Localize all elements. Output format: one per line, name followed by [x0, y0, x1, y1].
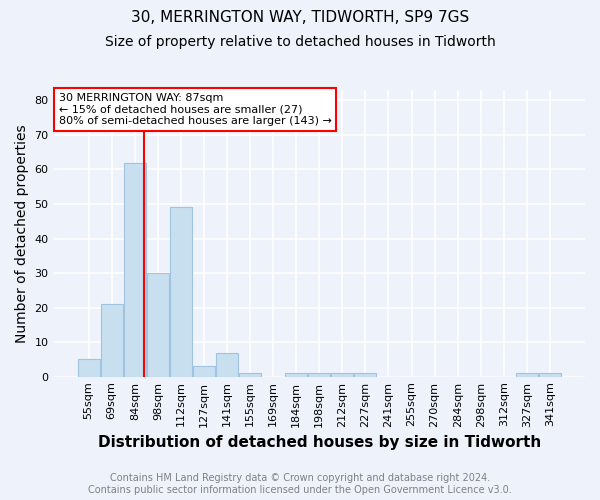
Bar — [77, 360, 100, 376]
Bar — [355, 373, 376, 376]
Bar — [308, 373, 330, 376]
Text: 30 MERRINGTON WAY: 87sqm
← 15% of detached houses are smaller (27)
80% of semi-d: 30 MERRINGTON WAY: 87sqm ← 15% of detach… — [59, 93, 332, 126]
Text: Size of property relative to detached houses in Tidworth: Size of property relative to detached ho… — [104, 35, 496, 49]
Bar — [193, 366, 215, 376]
Bar — [124, 162, 146, 376]
Bar — [170, 208, 192, 376]
Text: Contains HM Land Registry data © Crown copyright and database right 2024.
Contai: Contains HM Land Registry data © Crown c… — [88, 474, 512, 495]
X-axis label: Distribution of detached houses by size in Tidworth: Distribution of detached houses by size … — [98, 435, 541, 450]
Text: 30, MERRINGTON WAY, TIDWORTH, SP9 7GS: 30, MERRINGTON WAY, TIDWORTH, SP9 7GS — [131, 10, 469, 25]
Bar — [216, 352, 238, 376]
Bar — [539, 373, 561, 376]
Y-axis label: Number of detached properties: Number of detached properties — [15, 124, 29, 342]
Bar — [101, 304, 122, 376]
Bar — [516, 373, 538, 376]
Bar — [147, 273, 169, 376]
Bar — [239, 373, 261, 376]
Bar — [285, 373, 307, 376]
Bar — [331, 373, 353, 376]
